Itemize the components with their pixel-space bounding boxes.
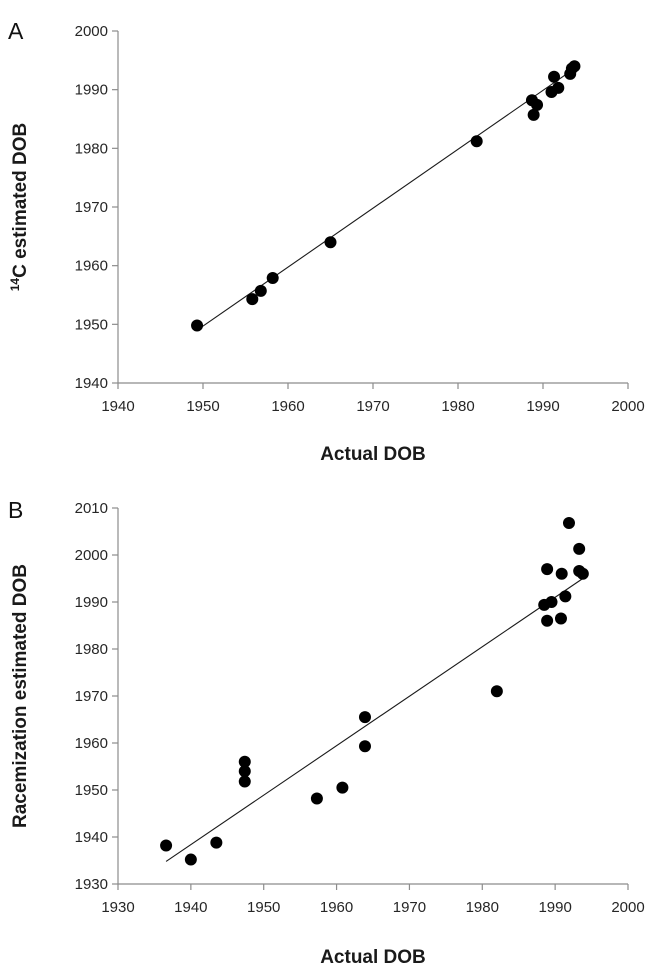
x-tick-label: 1960 [320, 899, 353, 916]
y-tick-label: 1960 [75, 258, 108, 275]
y-tick-label: 1990 [75, 594, 108, 611]
data-point [191, 319, 204, 332]
data-point [527, 108, 540, 121]
x-tick-label: 1970 [393, 899, 426, 916]
data-point [568, 60, 581, 73]
data-point [545, 596, 558, 608]
data-point [541, 614, 554, 627]
data-point [358, 740, 371, 753]
panel-b: B 1930 1940 1950 1960 1970 1980 1990 2000 1930 194… [8, 497, 645, 968]
data-point [562, 517, 575, 530]
data-point [576, 567, 589, 580]
y-axis-title: Racemization estimated DOB [10, 564, 31, 828]
x-tick-label: 1940 [101, 398, 134, 415]
y-tick-label: 1960 [75, 735, 108, 752]
panel-letter: B [8, 497, 23, 523]
data-point [336, 781, 349, 794]
x-tick-label: 2000 [611, 899, 644, 916]
x-tick-label: 1930 [101, 899, 134, 916]
x-tick-label: 1980 [466, 899, 499, 916]
x-tick-label: 1970 [356, 398, 389, 415]
x-tick-label: 1990 [526, 398, 559, 415]
trend-line [196, 68, 575, 331]
data-point [470, 135, 483, 148]
data-point [548, 70, 561, 83]
data-point [541, 563, 554, 576]
y-axis-title-superscript: 14 [8, 278, 22, 292]
data-point [184, 853, 197, 866]
data-point [254, 284, 267, 297]
y-tick-label: 1970 [75, 688, 108, 705]
x-axis-title: Actual DOB [320, 947, 426, 968]
y-tick-label: 1970 [75, 199, 108, 216]
y-tick-label: 2010 [75, 500, 108, 517]
data-point [324, 236, 337, 249]
data-point [554, 612, 567, 625]
x-tick-label: 1940 [174, 899, 207, 916]
x-tick-label: 1950 [186, 398, 219, 415]
data-point [552, 81, 565, 94]
data-point [238, 775, 251, 788]
x-tick-label: 2000 [611, 398, 644, 415]
y-tick-label: 1940 [75, 829, 108, 846]
y-tick-label: 1990 [75, 82, 108, 99]
x-tick-label: 1950 [247, 899, 280, 916]
y-tick-label: 1980 [75, 641, 108, 658]
trend-line [165, 578, 584, 862]
y-tick-label: 1950 [75, 316, 108, 333]
y-tick-label: 1950 [75, 782, 108, 799]
y-tick-label: 1940 [75, 375, 108, 392]
data-point [246, 293, 259, 306]
x-tick-label: 1960 [271, 398, 304, 415]
data-point [210, 836, 223, 849]
y-axis-title-text: C estimated DOB [10, 123, 31, 278]
data-point [238, 755, 251, 768]
data-point [310, 792, 323, 805]
x-tick-label: 1990 [538, 899, 571, 916]
y-tick-label: 2000 [75, 23, 108, 40]
y-tick-label: 2000 [75, 547, 108, 564]
panel-a: A 1940 1950 1960 1970 1980 1990 2000 1940 1950 196… [8, 18, 645, 465]
data-point [573, 542, 586, 555]
data-point [358, 711, 371, 724]
y-tick-label: 1980 [75, 140, 108, 157]
x-axis-title: Actual DOB [320, 444, 426, 465]
data-point [266, 271, 279, 284]
data-point [555, 567, 568, 580]
data-point [531, 98, 544, 111]
data-point [559, 590, 572, 603]
y-axis-title: 14C estimated DOB [8, 123, 31, 292]
y-tick-label: 1930 [75, 876, 108, 893]
x-tick-label: 1980 [441, 398, 474, 415]
data-point [238, 765, 251, 778]
panel-letter: A [8, 18, 24, 44]
data-point [160, 839, 173, 852]
data-point [490, 685, 503, 698]
